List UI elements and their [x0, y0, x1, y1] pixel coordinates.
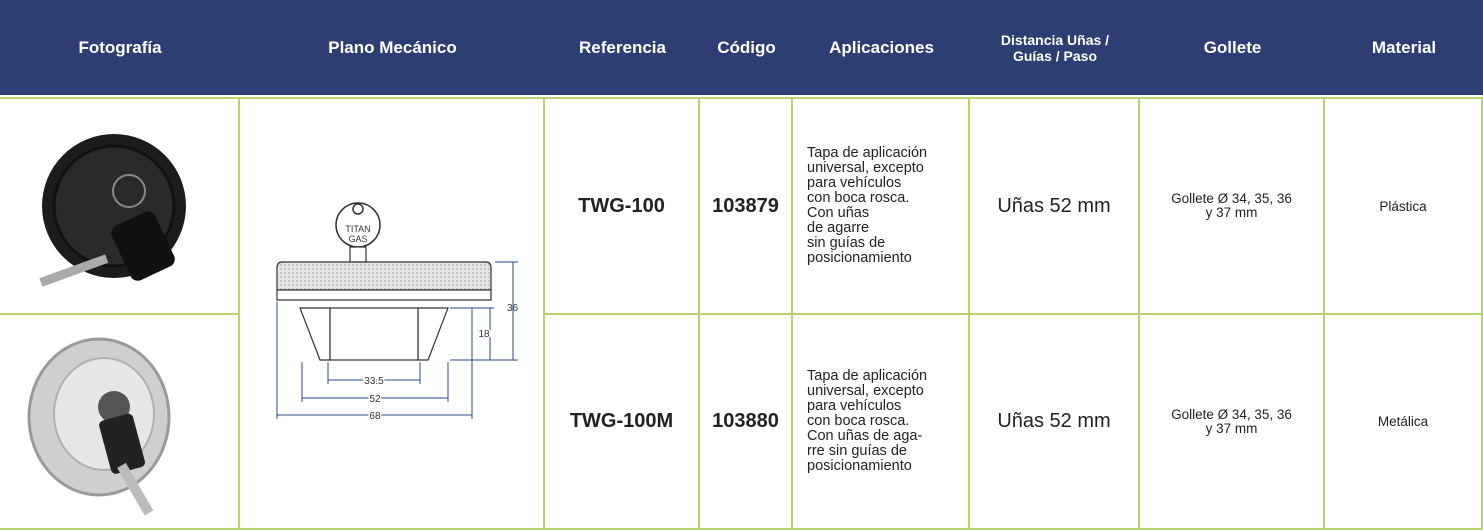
dimension-label: 18 [478, 329, 490, 340]
gollete-line: y 37 mm [1205, 420, 1258, 436]
photo-cell [0, 99, 240, 315]
applications-line: sin guías de [807, 235, 886, 251]
code-cell: 103880 [700, 315, 793, 530]
distance-cell: Uñas 52 mm [970, 99, 1140, 315]
photo-metal-cap [27, 337, 171, 515]
header-text: Aplicaciones [829, 37, 934, 57]
gollete-cell: Gollete Ø 34, 35, 36 y 37 mm [1140, 315, 1325, 530]
gollete-line: y 37 mm [1205, 205, 1258, 220]
header-cell: Plano Mecánico [240, 0, 545, 95]
reference-cell: TWG-100M [545, 315, 700, 530]
header-cell: Aplicaciones [793, 0, 970, 95]
code-cell: 103879 [700, 99, 793, 315]
mechanical-drawing: TITAN GAS 36 18 33.5 52 68 [276, 202, 519, 424]
header-rule [0, 97, 1483, 99]
reference-cell: TWG-100 [545, 99, 700, 315]
applications-line: Tapa de aplicación [807, 145, 928, 161]
applications-line: con boca rosca. [807, 190, 910, 206]
header-text: Fotografía [78, 37, 162, 57]
distance: Uñas 52 mm [997, 410, 1111, 432]
reference: TWG-100M [569, 410, 674, 432]
dimension-label: 36 [507, 303, 519, 314]
applications-line: Con uñas [807, 205, 870, 221]
brand-text: TITAN [345, 224, 370, 234]
brand-text: GAS [348, 234, 367, 244]
header-text: Código [717, 37, 776, 57]
distance-cell: Uñas 52 mm [970, 315, 1140, 530]
gollete-cell: Gollete Ø 34, 35, 36 y 37 mm [1140, 99, 1325, 315]
applications-line: para vehículos [807, 398, 902, 414]
applications-line: Tapa de aplicación [807, 368, 928, 384]
applications-line: rre sin guías de [807, 443, 907, 459]
reference: TWG-100 [578, 194, 665, 217]
header-text: Plano Mecánico [328, 37, 457, 57]
material-cell: Plástica [1325, 99, 1483, 315]
photo-plastic-cap [39, 134, 186, 287]
applications-line: para vehículos [807, 175, 902, 191]
header-text: Material [1371, 37, 1437, 57]
header-text: Distancia Uñas / [1000, 31, 1110, 48]
material-cell: Metálica [1325, 315, 1483, 530]
header-text: Referencia [579, 37, 666, 57]
photo-cell [0, 315, 240, 530]
code: 103880 [712, 410, 779, 432]
header-cell: Material [1325, 0, 1483, 95]
applications-cell: Tapa de aplicación universal, excepto para… [793, 315, 970, 530]
applications-line: de agarre [807, 220, 870, 236]
gollete-line: Gollete Ø 34, 35, 36 [1171, 191, 1292, 206]
code: 103879 [712, 194, 779, 217]
distance: Uñas 52 mm [997, 194, 1111, 217]
material: Metálica [1377, 414, 1429, 429]
dimension-label: 68 [369, 411, 381, 422]
applications-line: posicionamiento [807, 458, 912, 474]
applications-line: con boca rosca. [807, 413, 910, 429]
applications-line: universal, excepto [807, 160, 924, 176]
applications-cell: Tapa de aplicación universal, excepto para… [793, 99, 970, 315]
header-text: Guías / Paso [1012, 47, 1098, 64]
gollete-line: Gollete Ø 34, 35, 36 [1171, 406, 1292, 422]
applications-line: Con uñas de aga- [807, 428, 923, 444]
material: Plástica [1379, 198, 1427, 214]
header-cell: Fotografía [0, 0, 240, 95]
drawing-cell: TITAN GAS 36 18 33.5 52 68 [240, 99, 545, 530]
header-cell: Distancia Uñas / Guías / Paso [970, 0, 1140, 95]
header-cell: Código [700, 0, 793, 95]
applications-line: universal, excepto [807, 383, 924, 399]
header-cell: Referencia [545, 0, 700, 95]
header-cell: Gollete [1140, 0, 1325, 95]
dimension-label: 33.5 [364, 376, 384, 387]
applications-line: posicionamiento [807, 250, 912, 266]
dimension-label: 52 [369, 394, 381, 405]
header-text: Gollete [1203, 37, 1262, 57]
